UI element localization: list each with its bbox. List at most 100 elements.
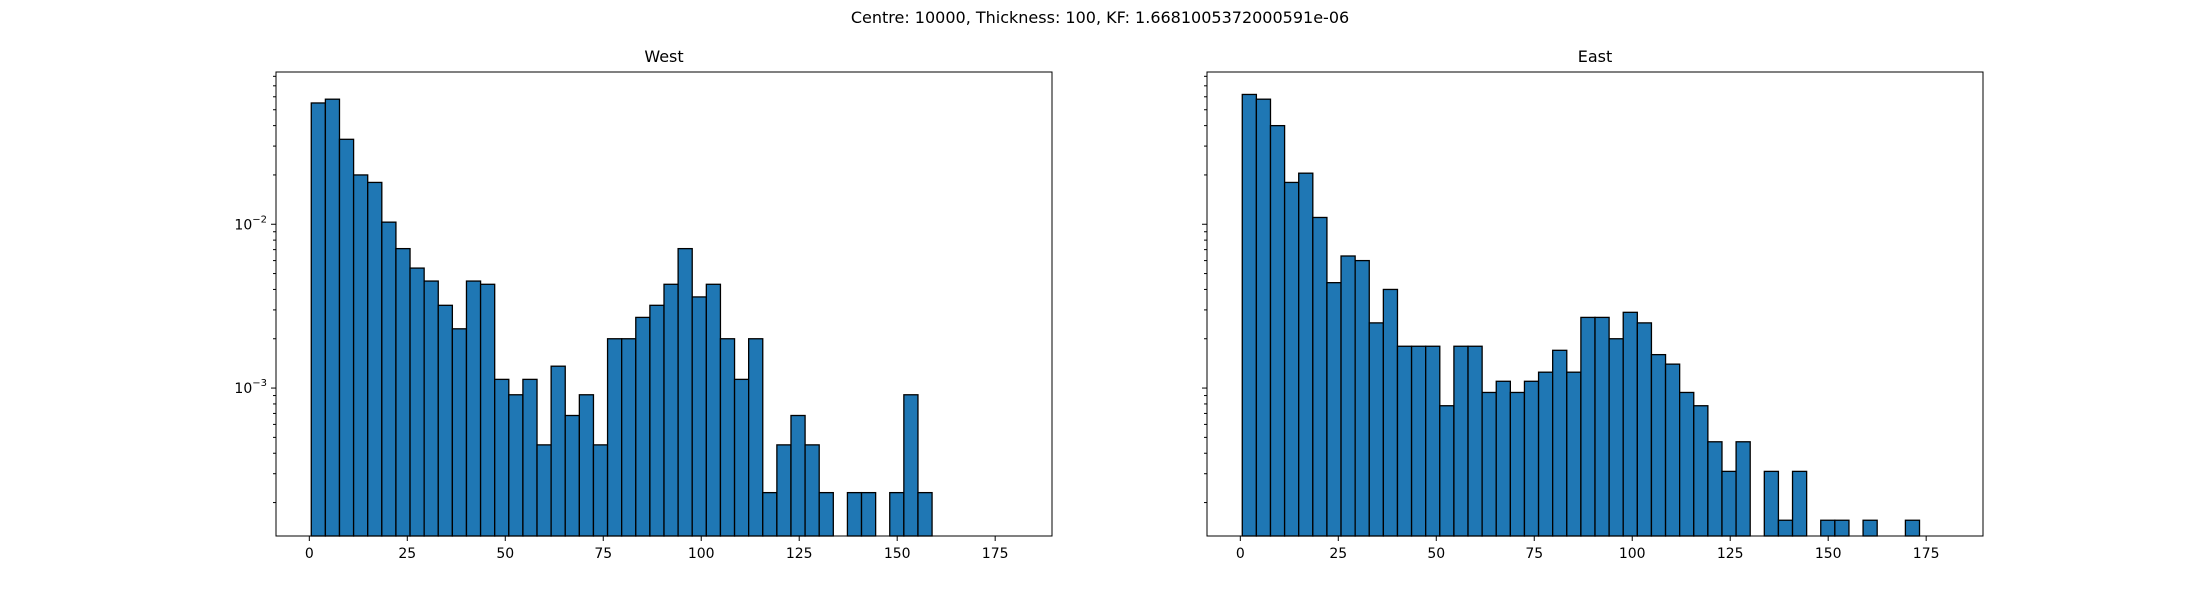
histogram-bar [804, 444, 820, 537]
histogram-bar [889, 491, 905, 537]
histogram-bar [1820, 519, 1836, 537]
x-tick-label: 25 [1329, 546, 1347, 562]
histogram-bar [1368, 322, 1385, 537]
histogram-bar [1594, 316, 1610, 537]
x-tick-label: 175 [982, 546, 1009, 562]
histogram-bar [903, 394, 919, 537]
histogram-bar [1354, 259, 1370, 537]
histogram-bar [1763, 470, 1780, 537]
histogram-bar [691, 296, 707, 537]
histogram-bar [776, 444, 792, 537]
x-tick-label: 150 [1815, 546, 1842, 562]
x-tick-label: 100 [688, 546, 715, 562]
y-tick-exponent: −2 [252, 214, 267, 225]
histogram-bar [578, 394, 595, 537]
histogram-bar [1537, 371, 1554, 537]
histogram-bar [1410, 345, 1427, 537]
histogram-bar [1425, 345, 1441, 537]
histogram-bar [550, 365, 566, 537]
histogram-bar [1552, 349, 1568, 537]
histogram-bar [1283, 181, 1300, 537]
y-tick-label: 10−2 [234, 214, 267, 233]
histogram-bar [748, 338, 764, 537]
histogram-bar [1721, 470, 1737, 537]
histogram-bar [818, 491, 834, 537]
histogram-bar [1241, 93, 1258, 537]
histogram-bar [1735, 441, 1751, 537]
histogram-bar [635, 316, 651, 537]
histogram-bar [1834, 519, 1850, 537]
x-tick-label: 150 [884, 546, 911, 562]
histogram-bar [1269, 124, 1286, 537]
histogram-bar [592, 444, 609, 537]
histogram-bar [1523, 380, 1540, 537]
histogram-bar [1904, 519, 1921, 537]
axes-frame [275, 71, 1053, 537]
y-tick-exponent: −3 [252, 378, 267, 389]
east-axes: 0 25 50 75 100 125 150 175 [1202, 71, 1984, 562]
histogram-bar [1298, 172, 1314, 537]
histogram-bar [621, 338, 637, 537]
histogram-bar [1453, 345, 1469, 537]
histogram-bar [705, 283, 722, 537]
histogram-bar [409, 267, 425, 537]
histogram-bar [762, 491, 778, 537]
x-tick-label: 0 [1236, 546, 1245, 562]
histogram-bar [846, 491, 863, 537]
histogram-bar [465, 280, 482, 537]
histogram-bar [649, 304, 665, 537]
histogram-bar [423, 280, 439, 537]
histogram-bar [437, 304, 454, 537]
figure-suptitle: Centre: 10000, Thickness: 100, KF: 1.668… [850, 8, 1350, 27]
x-tick-label: 50 [496, 546, 514, 562]
histogram-bar [1622, 311, 1638, 537]
histogram-bar [860, 491, 877, 537]
y-tick-label: 10−3 [234, 378, 267, 397]
histogram-bar [677, 247, 693, 537]
histogram-bar [733, 378, 750, 537]
east-bars [1241, 93, 1921, 537]
subplot-west: West 0 25 50 75 100 125 150 175 10−3 10−2 [234, 47, 1053, 562]
x-tick-label: 25 [398, 546, 416, 562]
histogram-bar [1509, 391, 1526, 537]
histogram-bar [1255, 98, 1272, 537]
histogram-bar [1608, 338, 1624, 537]
histogram-bar [1495, 380, 1511, 537]
histogram-bar [536, 444, 552, 537]
east-chart-title: East [1578, 47, 1613, 66]
histogram-bar [1396, 345, 1413, 537]
axes-frame [1206, 71, 1984, 537]
histogram-bar [1580, 316, 1596, 537]
x-tick-label: 75 [1525, 546, 1543, 562]
histogram-bar [352, 174, 369, 537]
west-chart-title: West [644, 47, 683, 66]
histogram-bar [1566, 371, 1582, 537]
histogram-bar [1312, 216, 1328, 537]
west-bars [310, 98, 933, 537]
histogram-bar [917, 491, 933, 537]
histogram-bar [494, 378, 510, 537]
histogram-bar [1340, 255, 1356, 537]
x-tick-label: 175 [1913, 546, 1940, 562]
histogram-bar [1636, 322, 1653, 537]
x-tick-label: 125 [786, 546, 813, 562]
histogram-bar [1467, 345, 1483, 537]
histogram-bar [1664, 363, 1681, 537]
histogram-bar [719, 338, 736, 537]
histogram-bar [1693, 405, 1709, 537]
histogram-bar [338, 138, 355, 537]
histogram-bar [522, 378, 538, 537]
histogram-bar [1777, 519, 1794, 537]
histogram-bar [790, 414, 806, 537]
histogram-bar [1679, 391, 1695, 537]
histogram-bar [1862, 519, 1878, 537]
histogram-bar [1382, 288, 1399, 537]
histogram-bar [663, 283, 679, 537]
x-tick-label: 100 [1619, 546, 1646, 562]
histogram-bar [1439, 405, 1455, 537]
x-tick-label: 0 [305, 546, 314, 562]
histogram-bar [1791, 470, 1808, 537]
histogram-bar [381, 221, 397, 537]
histogram-bar [606, 338, 623, 537]
